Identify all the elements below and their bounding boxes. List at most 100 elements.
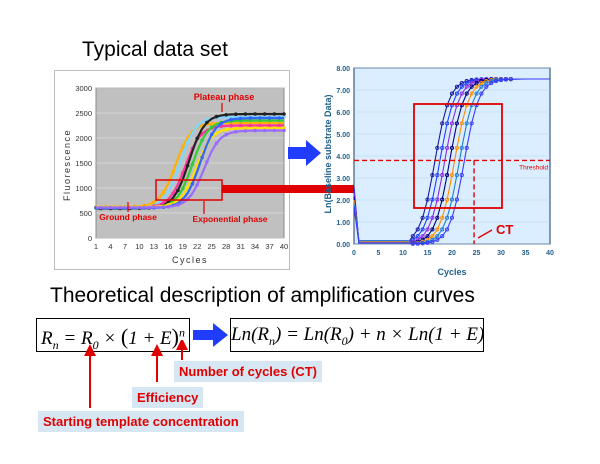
right-series-point (410, 241, 415, 246)
right-series-point (415, 241, 420, 246)
left-series-point (253, 128, 257, 133)
right-series-point (474, 91, 479, 96)
left-series-point (262, 126, 267, 130)
left-series-point (243, 112, 248, 116)
right-series-point (449, 121, 455, 126)
left-series-point (277, 118, 281, 123)
right-series-point (449, 173, 455, 178)
left-series-point (190, 182, 195, 186)
left-series-point (200, 138, 204, 142)
right-series-point (425, 215, 430, 220)
right-series-point (425, 197, 430, 202)
left-series-point (181, 186, 185, 191)
right-series-point (445, 173, 450, 178)
ct-pointer (477, 229, 493, 239)
right-series-point (425, 234, 430, 239)
right-series-point (435, 173, 440, 178)
left-series-point (258, 118, 262, 123)
left-series-point (166, 205, 171, 209)
left-series-point (209, 122, 214, 126)
left-series-point (238, 123, 243, 128)
right-series-point (430, 239, 435, 244)
right-series-point (459, 173, 464, 178)
left-series-point (277, 123, 281, 128)
right-series-point (459, 91, 464, 96)
left-series-point (253, 112, 257, 116)
right-series-point (445, 145, 450, 150)
left-series-point (147, 205, 151, 210)
left-x-tick-label: 4 (108, 242, 112, 251)
right-series-point (484, 81, 489, 86)
left-series-point (267, 121, 272, 125)
left-series-point (195, 136, 199, 141)
transform-arrow-top (288, 140, 321, 166)
left-series-point (156, 205, 161, 210)
right-series-point (440, 121, 445, 126)
zoom-arrow-shape (222, 178, 410, 200)
left-y-tick-label: 1000 (75, 184, 92, 193)
callout-arrows (84, 340, 188, 408)
right-series-point (425, 240, 430, 245)
right-series-point (410, 234, 415, 239)
left-series-point (214, 141, 219, 145)
left-series-point (262, 112, 267, 116)
right-series-point (479, 84, 484, 89)
right-series-point (459, 145, 464, 150)
left-series-point (258, 121, 262, 125)
equation-box-rn: Rn = R0 × (1 + E)n (36, 318, 190, 352)
right-x-tick-label: 30 (497, 250, 505, 257)
left-series-point (176, 203, 180, 207)
equation-box-ln: Ln(Rn) = Ln(R0) + n × Ln(1 + E) (230, 318, 484, 352)
left-series-point (267, 116, 272, 120)
right-series-point (459, 121, 464, 126)
left-series-point (166, 190, 171, 194)
right-x-tick-label: 15 (424, 250, 432, 257)
right-y-tick-label: 3.00 (336, 176, 350, 183)
right-series-point (449, 145, 455, 150)
left-series-point (185, 163, 190, 168)
right-series-point (454, 121, 459, 126)
left-x-tick-label: 1 (94, 242, 98, 251)
right-series-point (464, 81, 469, 86)
left-series-point (176, 188, 180, 193)
left-series-point (248, 123, 253, 128)
right-y-tick-label: 2.00 (336, 198, 350, 205)
zoom-arrow (222, 178, 410, 200)
right-y-tick-label: 5.00 (336, 132, 350, 139)
right-series-point (464, 145, 469, 150)
right-series-point (459, 84, 464, 89)
right-x-tick-label: 10 (399, 250, 407, 257)
right-x-tick-label: 20 (448, 250, 456, 257)
right-y-tick-label: 0.00 (336, 242, 350, 249)
right-x-tick-label: 35 (522, 250, 530, 257)
right-series-point (440, 173, 445, 178)
transform-arrow-bottom (193, 323, 228, 347)
left-series-point (195, 124, 199, 128)
left-y-tick-label: 1500 (75, 159, 92, 168)
left-x-tick-label: 31 (236, 242, 244, 251)
left-x-tick-label: 28 (222, 242, 230, 251)
left-series-point (195, 183, 199, 187)
right-series-point (435, 227, 440, 232)
right-y-tick-label: 6.00 (336, 110, 350, 117)
callout-starting-template: Starting template concentration (38, 411, 244, 432)
left-series-point (282, 128, 286, 133)
right-series-point (494, 79, 499, 84)
right-series-point (415, 234, 420, 239)
left-x-tick-label: 16 (164, 242, 172, 251)
left-series-point (262, 128, 267, 133)
left-series-point (234, 126, 238, 131)
right-series-line (353, 78, 550, 245)
arrow-efficiency-head (151, 344, 163, 356)
left-chart: 0 500 1000 1500 2000 2500 3000 1 4 7 10 13 16 19 22 25… (62, 84, 288, 265)
right-series-point (435, 145, 440, 150)
right-series-point (430, 197, 435, 202)
arrow-starting-head (84, 344, 96, 356)
left-series-point (99, 205, 103, 210)
left-series-point (272, 126, 277, 130)
left-series-point (224, 127, 228, 132)
left-x-tick-label: 40 (280, 242, 288, 251)
callout-number-of-cycles: Number of cycles (CT) (174, 361, 322, 382)
left-series-point (127, 205, 132, 210)
right-series-point (420, 215, 425, 220)
